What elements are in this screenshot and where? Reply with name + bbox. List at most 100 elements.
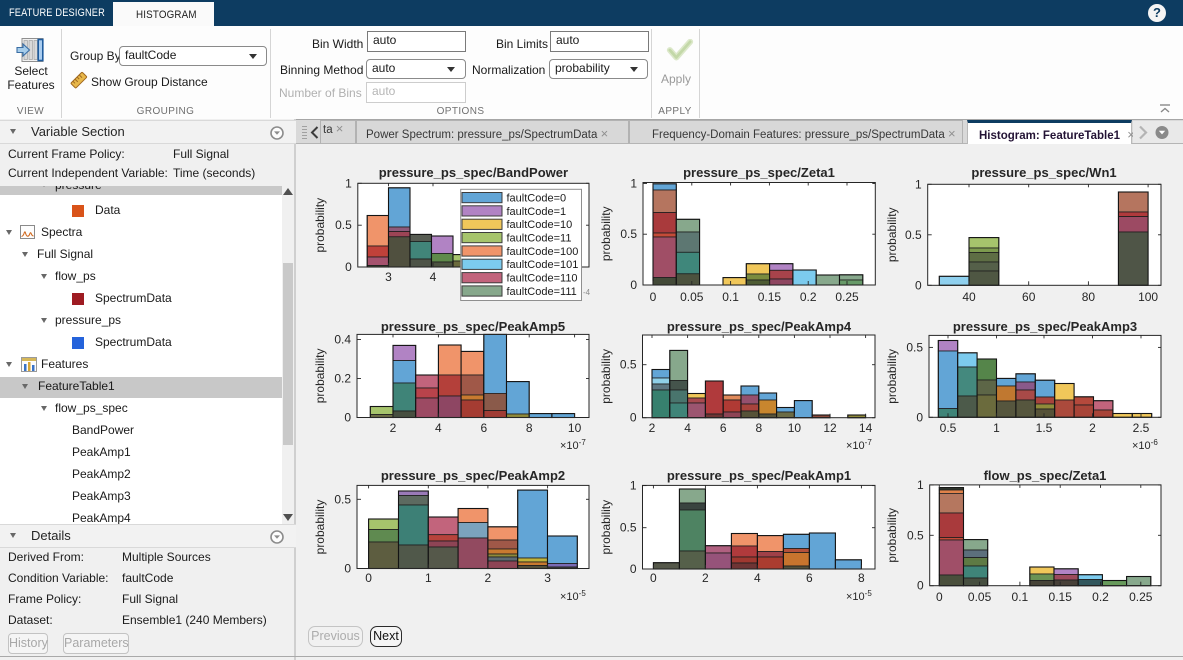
svg-text:0: 0 bbox=[630, 562, 637, 576]
svg-text:10: 10 bbox=[788, 421, 802, 435]
svg-text:faultCode=111: faultCode=111 bbox=[507, 286, 577, 298]
svg-text:0.5: 0.5 bbox=[620, 358, 637, 372]
svg-text:0.5: 0.5 bbox=[940, 421, 957, 435]
svg-text:probability: probability bbox=[599, 500, 613, 555]
svg-text:0.5: 0.5 bbox=[907, 528, 924, 542]
svg-text:14: 14 bbox=[859, 421, 873, 435]
svg-text:0.4: 0.4 bbox=[334, 333, 351, 347]
svg-text:pressure_ps_spec/PeakAmp1: pressure_ps_spec/PeakAmp1 bbox=[667, 468, 851, 483]
svg-text:faultCode=0: faultCode=0 bbox=[507, 192, 567, 204]
svg-text:0: 0 bbox=[915, 278, 922, 292]
svg-text:1.5: 1.5 bbox=[1036, 421, 1053, 435]
svg-text:1: 1 bbox=[630, 479, 637, 493]
svg-text:6: 6 bbox=[720, 421, 727, 435]
svg-text:pressure_ps_spec/PeakAmp3: pressure_ps_spec/PeakAmp3 bbox=[953, 319, 1137, 334]
svg-text:60: 60 bbox=[1022, 290, 1036, 304]
svg-text:pressure_ps_spec/PeakAmp4: pressure_ps_spec/PeakAmp4 bbox=[667, 319, 852, 334]
svg-text:pressure_ps_spec/Zeta1: pressure_ps_spec/Zeta1 bbox=[683, 165, 835, 180]
svg-text:probability: probability bbox=[313, 500, 327, 555]
svg-text:6: 6 bbox=[480, 421, 487, 435]
svg-text:0.5: 0.5 bbox=[906, 340, 923, 354]
svg-text:12: 12 bbox=[823, 421, 837, 435]
svg-text:probability: probability bbox=[313, 349, 327, 404]
svg-text:0: 0 bbox=[344, 411, 351, 425]
svg-text:1: 1 bbox=[917, 478, 924, 492]
svg-text:1: 1 bbox=[630, 177, 637, 191]
svg-text:100: 100 bbox=[1138, 290, 1158, 304]
svg-text:2: 2 bbox=[1089, 421, 1096, 435]
svg-text:faultCode=101: faultCode=101 bbox=[507, 259, 579, 271]
svg-text:0: 0 bbox=[630, 411, 637, 425]
svg-text:0.1: 0.1 bbox=[722, 290, 739, 304]
svg-text:0.1: 0.1 bbox=[1012, 590, 1029, 604]
svg-text:0: 0 bbox=[917, 579, 924, 593]
svg-text:2: 2 bbox=[485, 571, 492, 585]
svg-text:4: 4 bbox=[430, 270, 437, 284]
svg-text:8: 8 bbox=[858, 571, 865, 585]
svg-text:probability: probability bbox=[885, 207, 899, 262]
svg-text:0.25: 0.25 bbox=[835, 290, 859, 304]
svg-text:0.05: 0.05 bbox=[968, 590, 992, 604]
svg-text:×10-5: ×10-5 bbox=[846, 589, 872, 603]
svg-text:-4: -4 bbox=[583, 288, 591, 297]
svg-text:flow_ps_spec/Zeta1: flow_ps_spec/Zeta1 bbox=[984, 468, 1107, 483]
svg-text:faultCode=10: faultCode=10 bbox=[507, 219, 573, 231]
svg-text:0.5: 0.5 bbox=[905, 228, 922, 242]
svg-text:0.2: 0.2 bbox=[1092, 590, 1109, 604]
svg-text:×10-7: ×10-7 bbox=[560, 438, 586, 452]
svg-text:4: 4 bbox=[435, 421, 442, 435]
svg-text:pressure_ps_spec/BandPower: pressure_ps_spec/BandPower bbox=[379, 165, 568, 180]
svg-text:6: 6 bbox=[806, 571, 813, 585]
svg-text:0.15: 0.15 bbox=[1049, 590, 1073, 604]
svg-text:pressure_ps_spec/PeakAmp2: pressure_ps_spec/PeakAmp2 bbox=[381, 468, 565, 483]
svg-text:×10-6: ×10-6 bbox=[1132, 438, 1158, 452]
svg-text:0: 0 bbox=[344, 562, 351, 576]
svg-text:pressure_ps_spec/PeakAmp5: pressure_ps_spec/PeakAmp5 bbox=[381, 319, 565, 334]
svg-text:faultCode=11: faultCode=11 bbox=[507, 232, 572, 244]
svg-text:2.5: 2.5 bbox=[1133, 421, 1150, 435]
svg-text:0.2: 0.2 bbox=[334, 372, 351, 386]
svg-text:0.5: 0.5 bbox=[620, 227, 637, 241]
svg-text:0: 0 bbox=[936, 590, 943, 604]
svg-text:1: 1 bbox=[425, 571, 432, 585]
svg-text:8: 8 bbox=[526, 421, 533, 435]
svg-text:0: 0 bbox=[630, 278, 637, 292]
svg-text:40: 40 bbox=[962, 290, 976, 304]
svg-text:probability: probability bbox=[885, 349, 899, 404]
svg-text:2: 2 bbox=[649, 421, 656, 435]
svg-text:faultCode=1: faultCode=1 bbox=[507, 206, 567, 218]
svg-text:probability: probability bbox=[885, 508, 899, 563]
svg-text:0.5: 0.5 bbox=[334, 492, 351, 506]
svg-text:0.25: 0.25 bbox=[1129, 590, 1153, 604]
svg-text:2: 2 bbox=[390, 421, 397, 435]
svg-text:probability: probability bbox=[599, 206, 613, 261]
svg-text:pressure_ps_spec/Wn1: pressure_ps_spec/Wn1 bbox=[971, 165, 1116, 180]
svg-text:0: 0 bbox=[916, 410, 923, 424]
svg-text:1: 1 bbox=[915, 177, 922, 191]
svg-text:10: 10 bbox=[568, 421, 582, 435]
svg-text:0.05: 0.05 bbox=[680, 290, 704, 304]
svg-text:0: 0 bbox=[650, 571, 657, 585]
svg-text:probability: probability bbox=[313, 198, 327, 253]
svg-text:3: 3 bbox=[385, 270, 392, 284]
svg-text:1: 1 bbox=[345, 176, 352, 190]
svg-text:0.5: 0.5 bbox=[620, 521, 637, 535]
svg-text:0.5: 0.5 bbox=[335, 218, 352, 232]
svg-text:0.2: 0.2 bbox=[800, 290, 817, 304]
svg-text:0: 0 bbox=[365, 571, 372, 585]
svg-text:0.15: 0.15 bbox=[758, 290, 782, 304]
svg-text:2: 2 bbox=[702, 571, 709, 585]
svg-text:faultCode=110: faultCode=110 bbox=[507, 273, 578, 285]
svg-text:probability: probability bbox=[599, 349, 613, 404]
svg-text:80: 80 bbox=[1082, 290, 1096, 304]
svg-text:0: 0 bbox=[650, 290, 657, 304]
svg-text:0: 0 bbox=[345, 260, 352, 274]
svg-text:3: 3 bbox=[544, 571, 551, 585]
svg-text:×10-7: ×10-7 bbox=[846, 438, 872, 452]
svg-text:faultCode=100: faultCode=100 bbox=[507, 246, 579, 258]
svg-text:8: 8 bbox=[755, 421, 762, 435]
svg-text:4: 4 bbox=[684, 421, 691, 435]
svg-text:4: 4 bbox=[754, 571, 761, 585]
svg-text:1: 1 bbox=[993, 421, 1000, 435]
svg-text:×10-5: ×10-5 bbox=[560, 589, 586, 603]
